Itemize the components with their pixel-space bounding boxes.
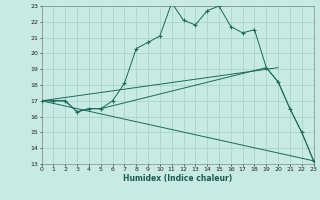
- X-axis label: Humidex (Indice chaleur): Humidex (Indice chaleur): [123, 174, 232, 183]
